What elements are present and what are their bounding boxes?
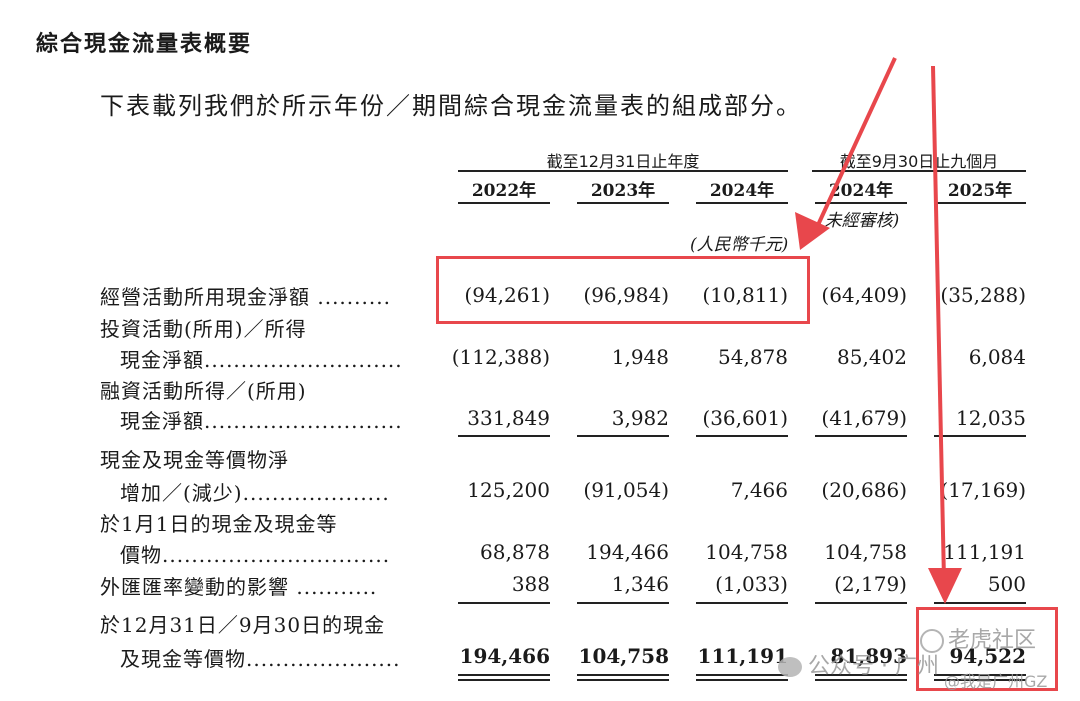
- cell-value: (35,288): [940, 283, 1026, 307]
- total-double-rule: [934, 674, 1026, 676]
- row-label: 投資活動(所用)／所得: [100, 317, 307, 341]
- cell-value: 331,849: [467, 406, 550, 430]
- cell-value: 194,466: [586, 540, 669, 564]
- subtotal-rule: [934, 602, 1026, 604]
- row-label: 現金及現金等價物淨: [100, 448, 289, 472]
- cell-value: (1,033): [715, 572, 788, 596]
- total-value: 194,466: [459, 644, 550, 668]
- row-label-cont: 現金淨額...........................: [120, 348, 403, 372]
- total-row-label: 於12月31日／9月30日的現金: [100, 613, 386, 637]
- row-label: 外匯匯率變動的影響 ...........: [100, 575, 378, 599]
- cell-value: (96,984): [583, 283, 669, 307]
- cell-value: 54,878: [718, 345, 788, 369]
- subtotal-rule: [934, 435, 1026, 437]
- row-label: 融資活動所得／(所用): [100, 379, 307, 403]
- unaudited-note: (未經審核): [818, 211, 900, 231]
- total-double-rule: [815, 679, 907, 681]
- cell-value: 500: [987, 572, 1026, 596]
- year-underline: [815, 202, 907, 204]
- cell-value: (2,179): [834, 572, 907, 596]
- total-value: 111,191: [697, 644, 788, 668]
- subtotal-rule: [815, 602, 907, 604]
- cell-value: 104,758: [824, 540, 907, 564]
- unit-label: (人民幣千元): [690, 235, 789, 255]
- cell-value: (112,388): [451, 345, 550, 369]
- section-heading: 綜合現金流量表概要: [36, 32, 253, 57]
- subtotal-rule: [458, 602, 550, 604]
- cell-value: 12,035: [956, 406, 1026, 430]
- year-header-2025-9m: 2025年: [947, 181, 1013, 201]
- year-underline: [934, 202, 1026, 204]
- community-watermark: 老虎社区: [920, 622, 1036, 654]
- tiger-icon: [920, 629, 944, 653]
- cell-value: (91,054): [583, 478, 669, 502]
- total-double-rule: [577, 674, 669, 676]
- wechat-icon: [778, 657, 802, 677]
- cell-value: 6,084: [968, 345, 1026, 369]
- arrowhead-left: [795, 212, 830, 250]
- cell-value: 111,191: [943, 540, 1026, 564]
- group-header-nine-months: 截至9月30日止九個月: [839, 152, 999, 171]
- subtotal-rule: [815, 435, 907, 437]
- subtotal-rule: [696, 435, 788, 437]
- year-header-2024: 2024年: [709, 181, 775, 201]
- cell-value: 7,466: [730, 478, 788, 502]
- group-underline-years: [458, 170, 788, 172]
- year-underline: [577, 202, 669, 204]
- cell-value: 388: [511, 572, 550, 596]
- row-label-cont: 現金淨額...........................: [120, 409, 403, 433]
- year-underline: [696, 202, 788, 204]
- wechat-watermark: 公众号 · 广州: [778, 648, 939, 680]
- row-label: 於1月1日的現金及現金等: [100, 512, 338, 536]
- row-label: 經營活動所用現金淨額 ..........: [100, 285, 391, 309]
- cell-value: 125,200: [467, 478, 550, 502]
- cell-value: 85,402: [837, 345, 907, 369]
- cell-value: (94,261): [464, 283, 550, 307]
- year-header-2023: 2023年: [590, 181, 656, 201]
- total-double-rule: [696, 679, 788, 681]
- cell-value: 1,948: [611, 345, 669, 369]
- total-double-rule: [458, 679, 550, 681]
- total-value: 81,893: [830, 644, 907, 668]
- cell-value: 68,878: [480, 540, 550, 564]
- arrow-to-2025-total: [931, 65, 946, 581]
- year-header-2024-9m: 2024年: [828, 181, 894, 201]
- highlight-box-2025-total: [916, 607, 1058, 691]
- total-value: 94,522: [949, 644, 1026, 668]
- group-underline-nine-months: [812, 170, 1026, 172]
- highlight-box-operating-cash: [436, 256, 810, 324]
- cell-value: 104,758: [705, 540, 788, 564]
- year-header-2022: 2022年: [471, 181, 537, 201]
- total-double-rule: [696, 674, 788, 676]
- cell-value: (17,169): [940, 478, 1026, 502]
- total-value: 104,758: [578, 644, 669, 668]
- cell-value: 1,346: [611, 572, 669, 596]
- cell-value: (36,601): [702, 406, 788, 430]
- arrow-to-operating-cash: [810, 57, 897, 239]
- subtotal-rule: [696, 602, 788, 604]
- cell-value: (20,686): [821, 478, 907, 502]
- cell-value: 3,982: [611, 406, 669, 430]
- cell-value: (10,811): [702, 283, 788, 307]
- arrowhead-down: [928, 568, 962, 604]
- subtotal-rule: [577, 435, 669, 437]
- total-row-label-cont: 及現金等價物.....................: [120, 647, 401, 671]
- total-double-rule: [577, 679, 669, 681]
- intro-text: 下表載列我們於所示年份／期間綜合現金流量表的組成部分。: [100, 92, 802, 120]
- total-double-rule: [458, 674, 550, 676]
- handle-watermark: @我是广州GZ: [944, 672, 1048, 691]
- year-underline: [458, 202, 550, 204]
- cell-value: (64,409): [821, 283, 907, 307]
- total-double-rule: [934, 679, 1026, 681]
- subtotal-rule: [458, 435, 550, 437]
- cell-value: (41,679): [821, 406, 907, 430]
- total-double-rule: [815, 674, 907, 676]
- row-label-cont: 價物...............................: [120, 543, 391, 567]
- group-header-years: 截至12月31日止年度: [546, 152, 700, 171]
- row-label-cont: 增加／(減少)....................: [120, 481, 390, 505]
- subtotal-rule: [577, 602, 669, 604]
